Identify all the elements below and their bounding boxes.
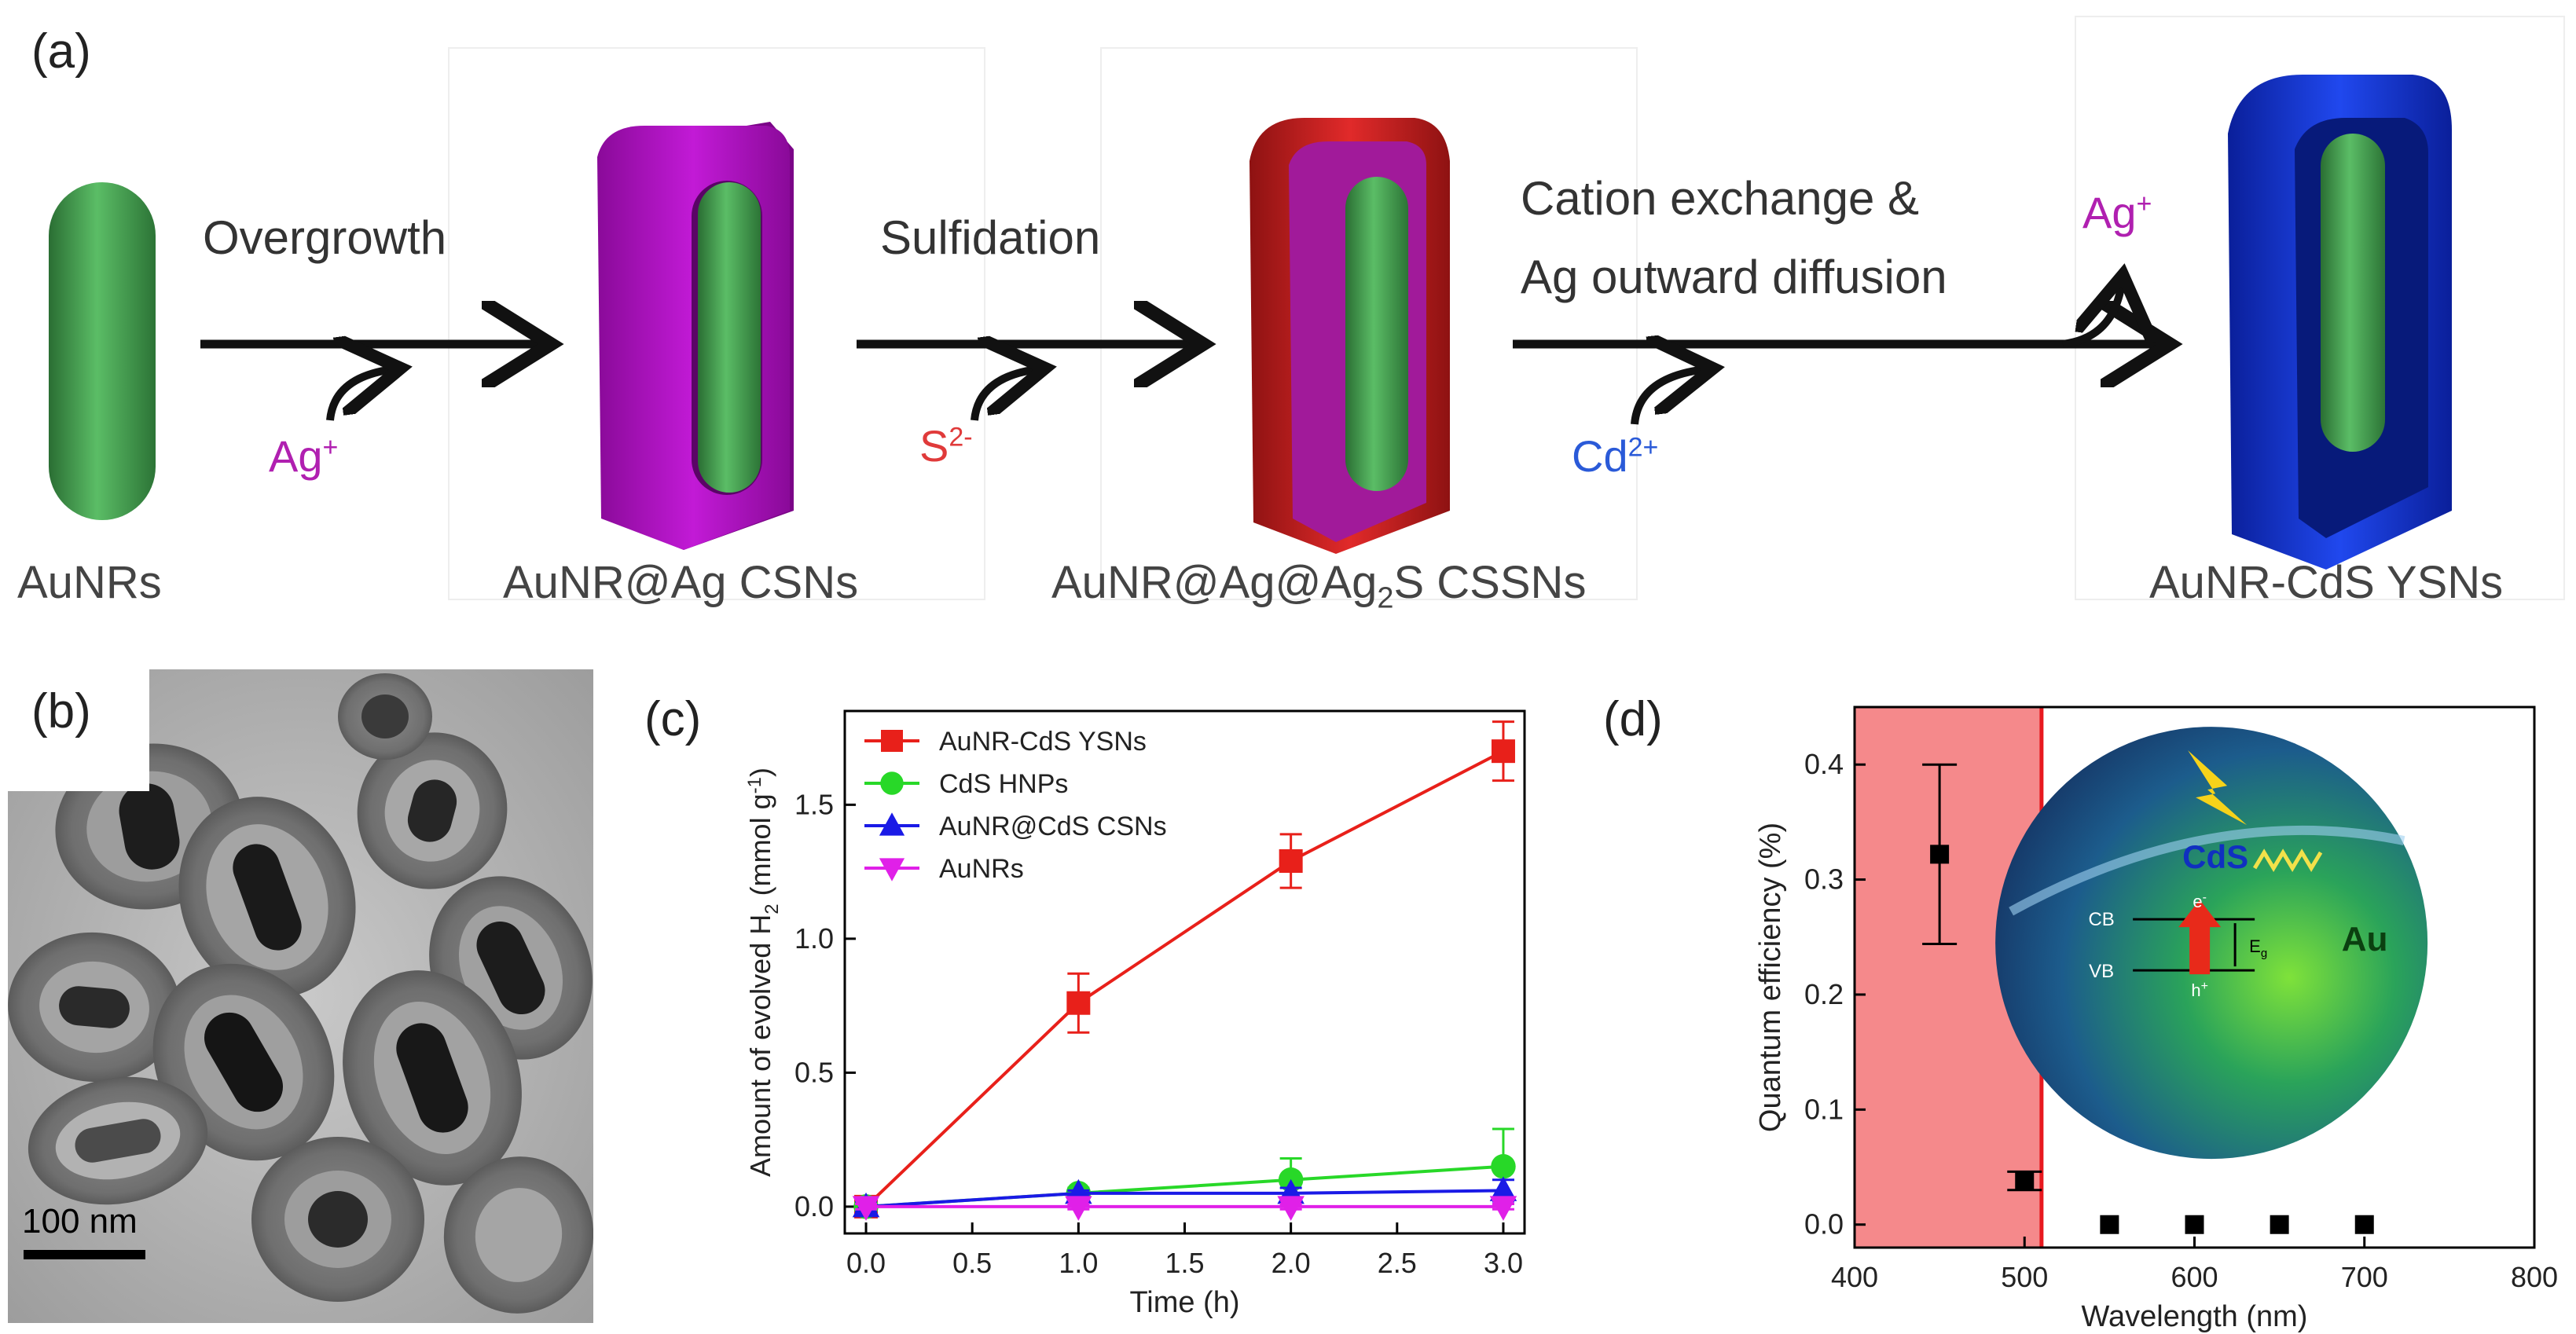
chart-d: 400 500 600 700 800 0.0 0.1 0.2 0.3 0.4 Wavelength…	[1754, 705, 2558, 1333]
data-point	[1065, 1196, 1092, 1221]
species-ag-out: Ag+	[2082, 188, 2152, 237]
y-tick-label: 0.0	[794, 1190, 834, 1222]
curve-arrow-ag	[326, 369, 393, 421]
tem-particles	[8, 673, 593, 1314]
excitation-arrow	[2178, 900, 2222, 975]
panel-b-label: (b)	[31, 684, 91, 738]
aunr-ag-ag2s-shell	[1249, 118, 1450, 554]
data-point	[1066, 991, 1091, 1015]
reagent-ag: Ag+	[269, 431, 339, 481]
step-overgrowth-label: Overgrowth	[203, 211, 447, 264]
legend-label: AuNR@CdS CSNs	[939, 812, 1167, 841]
reagent-cd: Cd2+	[1572, 431, 1659, 481]
data-point	[1491, 739, 1515, 764]
curve-arrow-cd	[1631, 369, 1705, 425]
data-point	[852, 1196, 880, 1221]
stage-label-aunrs: AuNRs	[17, 557, 162, 608]
legend-label: AuNRs	[939, 854, 1024, 884]
data-point	[1489, 1176, 1517, 1201]
series-line	[864, 749, 1504, 1208]
step-cation-exchange-line1: Cation exchange &	[1521, 172, 1920, 225]
reagent-s: S2-	[919, 421, 973, 471]
y-tick-label: 0.0	[1804, 1208, 1844, 1241]
inset-eg-label: Eg	[2249, 936, 2267, 960]
inset-hole-label: h+	[2191, 980, 2208, 1000]
chart-c: 0.0 0.5 1.0 1.5 2.0 2.5 3.0 0.0 0.5 1.0 1.5 Time (h…	[744, 709, 1526, 1319]
x-tick-label: 800	[2511, 1261, 2558, 1293]
stage-label-aunr-ag-ag2s: AuNR@Ag@Ag2S CSSNs	[1051, 557, 1587, 615]
lightning-icon	[2188, 750, 2248, 826]
aunr-cds-yolk-shell	[2228, 75, 2452, 570]
data-point	[1277, 1196, 1305, 1221]
inset-cb-label: CB	[2088, 909, 2114, 930]
curve-arrow-s	[971, 369, 1037, 421]
legend-marker	[879, 858, 905, 881]
panel-c-label: (c)	[644, 692, 702, 746]
inset-au-label: Au	[2342, 920, 2388, 958]
wave-icon	[2252, 848, 2323, 872]
legend-label: CdS HNPs	[939, 769, 1068, 799]
x-axis-label: Wavelength (nm)	[2082, 1300, 2308, 1333]
x-tick-label: 700	[2341, 1261, 2388, 1293]
legend-marker	[879, 812, 905, 836]
data-point	[2100, 1215, 2119, 1234]
inset-highlight	[2009, 825, 2405, 916]
y-axis-label: Quantum efficiency (%)	[1754, 823, 1787, 1132]
data-point	[2270, 1215, 2289, 1234]
legend-marker	[881, 730, 903, 752]
stage-frame	[1100, 47, 1638, 600]
x-tick-label: 2.5	[1378, 1247, 1417, 1279]
y-tick-label: 0.4	[1804, 748, 1844, 780]
x-tick-label: 600	[2171, 1261, 2218, 1293]
data-point	[2185, 1215, 2204, 1234]
aunr-rod	[49, 182, 156, 520]
stage-label-aunr-cds: AuNR-CdS YSNs	[2149, 557, 2504, 608]
data-point	[2015, 1171, 2035, 1191]
curve-arrow-ag-out	[2062, 283, 2122, 348]
panel-d-label: (d)	[1603, 692, 1663, 746]
x-tick-label: 500	[2001, 1261, 2048, 1293]
legend-marker	[880, 771, 904, 795]
x-tick-label: 0.5	[952, 1247, 992, 1279]
x-axis-label: Time (h)	[1129, 1286, 1239, 1319]
inset-electron-label: e-	[2193, 891, 2207, 911]
y-axis-label: Amount of evolved H2 (mmol g-1)	[744, 768, 783, 1177]
inset-cds-label: CdS	[2182, 838, 2248, 875]
y-tick-label: 0.1	[1804, 1093, 1844, 1125]
data-point	[1930, 845, 1950, 864]
x-tick-label: 0.0	[846, 1247, 886, 1279]
series-line	[865, 1189, 1503, 1208]
panel-a-label: (a)	[31, 24, 91, 79]
x-tick-label: 1.0	[1059, 1247, 1098, 1279]
y-tick-label: 0.3	[1804, 863, 1844, 896]
data-point	[1489, 1196, 1517, 1221]
data-point	[2354, 1215, 2374, 1234]
step-sulfidation-label: Sulfidation	[880, 211, 1101, 264]
stage-label-aunr-ag: AuNR@Ag CSNs	[503, 557, 859, 608]
step-cation-exchange-line2: Ag outward diffusion	[1521, 251, 1947, 303]
x-tick-label: 1.5	[1165, 1247, 1204, 1279]
aunr-ag-shell	[597, 122, 794, 550]
stage-frame	[448, 47, 985, 600]
x-tick-label: 400	[1831, 1261, 1878, 1293]
y-tick-label: 0.2	[1804, 978, 1844, 1010]
legend-label: AuNR-CdS YSNs	[939, 727, 1147, 757]
inset-vb-label: VB	[2089, 961, 2114, 982]
inset-diagram: CdS Au CB VB e-h+ Eg	[1995, 727, 2428, 1160]
x-tick-label: 3.0	[1484, 1247, 1523, 1279]
label-box	[8, 669, 149, 791]
tem-micrograph	[8, 669, 593, 1323]
scale-bar-label: 100 nm	[22, 1202, 138, 1241]
data-point	[1279, 848, 1303, 873]
scheme-graphics	[49, 75, 2452, 570]
y-tick-label: 0.5	[794, 1056, 834, 1088]
y-tick-label: 1.0	[794, 922, 834, 955]
data-point	[1491, 1153, 1516, 1179]
x-tick-label: 2.0	[1271, 1247, 1311, 1279]
y-tick-label: 1.5	[794, 788, 834, 820]
